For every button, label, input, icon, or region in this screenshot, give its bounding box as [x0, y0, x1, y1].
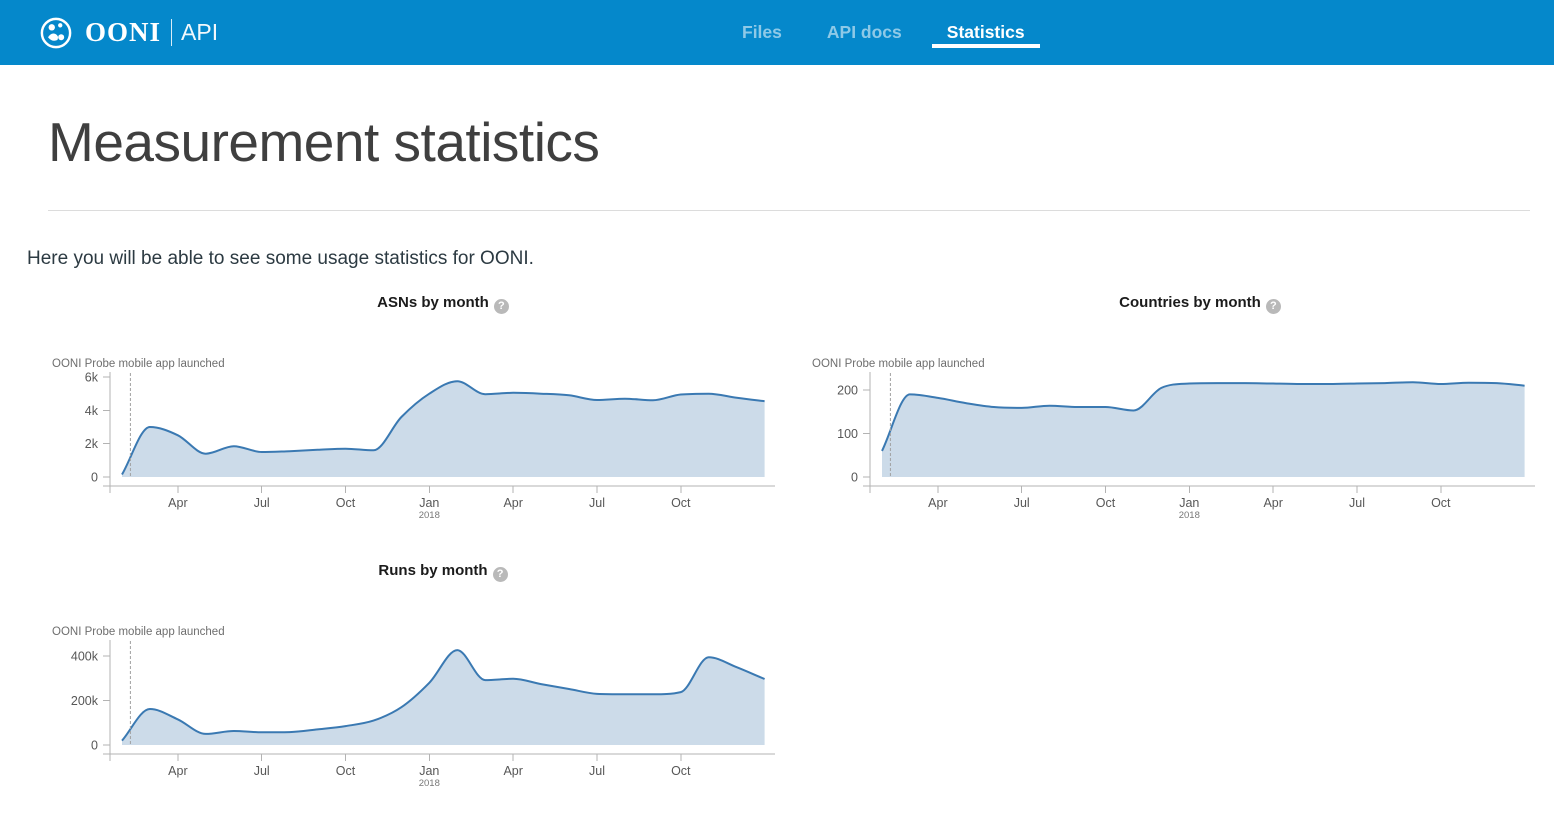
svg-text:Apr: Apr [168, 764, 187, 778]
svg-text:2k: 2k [85, 437, 99, 451]
svg-text:Apr: Apr [1263, 496, 1282, 510]
ooni-logo-icon [40, 17, 72, 49]
svg-text:Jan: Jan [419, 764, 439, 778]
chart-title-row: ASNs by month? [40, 294, 800, 314]
charts-section: ASNs by month? OONI Probe mobile app lau… [0, 294, 1554, 795]
svg-text:OONI Probe mobile app launched: OONI Probe mobile app launched [52, 358, 225, 370]
svg-text:2018: 2018 [419, 510, 440, 521]
svg-text:0: 0 [851, 471, 858, 485]
svg-text:6k: 6k [85, 371, 99, 385]
svg-text:Jan: Jan [1179, 496, 1199, 510]
svg-text:0: 0 [91, 739, 98, 753]
help-icon[interactable]: ? [493, 567, 508, 582]
nav-item-label: API docs [827, 22, 902, 43]
svg-text:Oct: Oct [671, 764, 691, 778]
nav-item-label: Files [742, 22, 782, 43]
svg-text:100: 100 [837, 427, 858, 441]
svg-text:Jan: Jan [419, 496, 439, 510]
brand[interactable]: OONI API [40, 17, 218, 49]
main-nav: Files API docs Statistics [727, 0, 1040, 65]
svg-text:OONI Probe mobile app launched: OONI Probe mobile app launched [812, 358, 985, 370]
svg-text:200k: 200k [71, 694, 99, 708]
svg-text:Oct: Oct [1096, 496, 1116, 510]
help-icon[interactable]: ? [494, 299, 509, 314]
svg-text:Apr: Apr [503, 764, 522, 778]
chart-asns-by-month: ASNs by month? OONI Probe mobile app lau… [40, 294, 800, 527]
page-title: Measurement statistics [48, 111, 1554, 174]
svg-text:Apr: Apr [168, 496, 187, 510]
nav-item-label: Statistics [947, 22, 1025, 43]
nav-item-api-docs[interactable]: API docs [812, 0, 917, 65]
svg-text:Oct: Oct [336, 764, 356, 778]
chart-title-row: Countries by month? [800, 294, 1554, 314]
svg-text:Jul: Jul [589, 764, 605, 778]
svg-text:Jul: Jul [589, 496, 605, 510]
svg-text:Apr: Apr [503, 496, 522, 510]
nav-item-files[interactable]: Files [727, 0, 797, 65]
svg-text:2018: 2018 [1179, 510, 1200, 521]
svg-text:Jul: Jul [254, 496, 270, 510]
svg-text:Apr: Apr [928, 496, 947, 510]
title-divider [48, 210, 1530, 211]
svg-text:4k: 4k [85, 404, 99, 418]
main-content: Measurement statistics Here you will be … [0, 111, 1554, 795]
asns-chart-canvas[interactable]: OONI Probe mobile app launched 0 2k 4k 6k Apr… [40, 352, 800, 527]
svg-text:OONI Probe mobile app launched: OONI Probe mobile app launched [52, 626, 225, 638]
svg-text:400k: 400k [71, 650, 99, 664]
chart-title: ASNs by month [377, 294, 489, 311]
brand-divider [171, 19, 172, 46]
runs-chart-canvas[interactable]: OONI Probe mobile app launched 0 200k 400k A… [40, 620, 800, 795]
chart-countries-by-month: Countries by month? OONI Probe mobile ap… [800, 294, 1554, 527]
help-icon[interactable]: ? [1266, 299, 1281, 314]
svg-text:Jul: Jul [254, 764, 270, 778]
svg-text:2018: 2018 [419, 778, 440, 789]
intro-text: Here you will be able to see some usage … [27, 248, 1554, 270]
nav-item-statistics[interactable]: Statistics [932, 0, 1040, 65]
chart-title-row: Runs by month? [40, 562, 800, 582]
brand-product: API [181, 19, 218, 46]
brand-name: OONI [85, 17, 161, 48]
active-tab-underline [932, 44, 1040, 48]
svg-text:200: 200 [837, 384, 858, 398]
svg-text:Oct: Oct [671, 496, 691, 510]
app-header: OONI API Files API docs Statistics [0, 0, 1554, 65]
svg-text:Oct: Oct [1431, 496, 1451, 510]
svg-text:Jul: Jul [1014, 496, 1030, 510]
chart-runs-by-month: Runs by month? OONI Probe mobile app lau… [40, 562, 800, 795]
svg-text:Oct: Oct [336, 496, 356, 510]
countries-chart-canvas[interactable]: OONI Probe mobile app launched 0 100 200 Apr… [800, 352, 1554, 527]
chart-title: Runs by month [378, 562, 487, 579]
svg-text:Jul: Jul [1349, 496, 1365, 510]
chart-title: Countries by month [1119, 294, 1261, 311]
svg-text:0: 0 [91, 471, 98, 485]
